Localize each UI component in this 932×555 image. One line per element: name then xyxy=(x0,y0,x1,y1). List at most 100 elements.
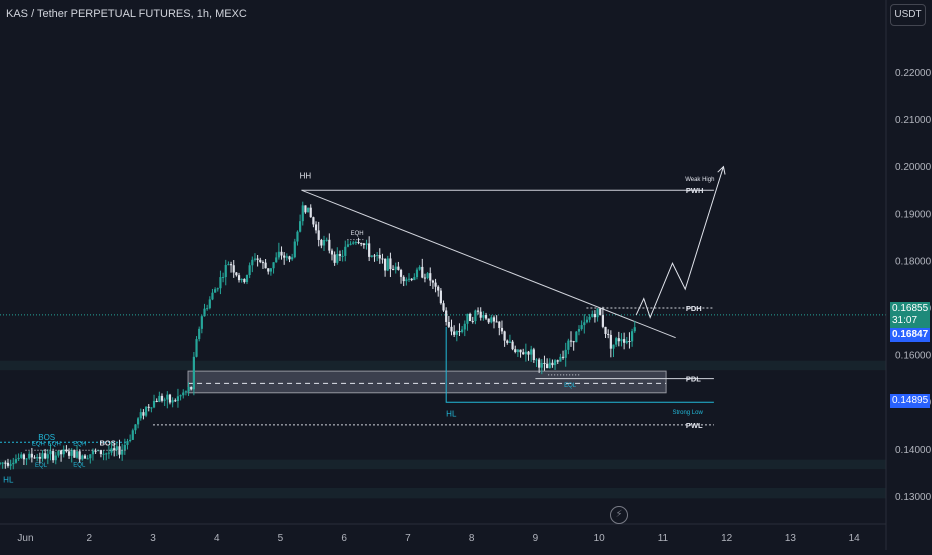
candle-body xyxy=(588,316,591,320)
candle-body xyxy=(458,331,461,333)
candle-body xyxy=(389,258,392,270)
background-band xyxy=(0,459,886,470)
candle-body xyxy=(190,387,193,390)
candle-body xyxy=(261,262,265,264)
chart-label: EQH xyxy=(32,442,45,448)
candle-body xyxy=(49,451,52,455)
candle-body xyxy=(6,462,10,466)
candle-body xyxy=(158,395,161,402)
candle-body xyxy=(41,453,44,459)
candle-body xyxy=(341,255,344,257)
x-tick-label: 4 xyxy=(214,533,220,544)
candle-body xyxy=(240,278,243,281)
candle-body xyxy=(0,462,2,464)
x-tick-label: 8 xyxy=(469,533,475,544)
candle-body xyxy=(407,278,411,280)
candle-body xyxy=(500,327,504,332)
current-price-badge: 0.16855 31:07 xyxy=(890,302,930,328)
candle-body xyxy=(551,362,554,366)
candle-body xyxy=(12,462,15,465)
candle-body xyxy=(543,362,546,364)
candle-body xyxy=(439,290,442,304)
candle-body xyxy=(391,269,395,271)
candle-body xyxy=(577,329,581,332)
candle-body xyxy=(115,446,118,450)
candle-body xyxy=(320,239,323,246)
candle-body xyxy=(604,326,607,334)
trendline xyxy=(301,189,676,339)
x-tick-label: 3 xyxy=(150,533,156,544)
level-lines: PWH PDH PDL PWL BOS xyxy=(0,186,886,447)
candle-body xyxy=(546,363,549,369)
chart-label: BOS xyxy=(38,433,55,442)
candle-body xyxy=(503,331,506,341)
candle-body xyxy=(152,400,156,408)
candle-body xyxy=(561,356,565,358)
lightning-icon[interactable]: ⚡ xyxy=(610,506,628,524)
candle-body xyxy=(54,455,57,461)
candle-body xyxy=(564,349,567,358)
candle-body xyxy=(322,239,326,246)
x-tick-label: 6 xyxy=(341,533,347,544)
candle-body xyxy=(44,453,47,459)
candle-body xyxy=(131,430,134,440)
candle-body xyxy=(317,230,320,240)
candle-body xyxy=(20,454,23,458)
candle-body xyxy=(102,453,105,455)
x-tick-label: 10 xyxy=(594,533,606,544)
candle-body xyxy=(36,456,39,459)
candle-body xyxy=(445,310,448,322)
candle-body xyxy=(330,250,334,255)
candle-body xyxy=(118,446,121,455)
candle-body xyxy=(256,258,259,260)
level-label-pdl: PDL xyxy=(686,375,701,384)
currency-button[interactable]: USDT xyxy=(890,4,926,26)
candle-body xyxy=(386,258,389,271)
candle-body xyxy=(535,359,538,361)
candle-body xyxy=(150,407,153,409)
candle-body xyxy=(198,328,201,340)
candle-body xyxy=(269,268,272,272)
candle-body xyxy=(532,349,535,361)
candle-body xyxy=(559,356,562,362)
candle-body xyxy=(232,265,235,273)
candle-body xyxy=(474,310,477,322)
candle-body xyxy=(572,341,575,343)
candle-body xyxy=(155,400,158,402)
chart-label: HL xyxy=(446,409,457,418)
candle-body xyxy=(492,317,496,322)
candle-body xyxy=(325,239,328,241)
candle-body xyxy=(229,264,233,266)
candle-body xyxy=(402,276,405,282)
candle-body xyxy=(28,453,31,459)
candle-body xyxy=(293,241,296,258)
candle-body xyxy=(67,451,71,456)
candle-body xyxy=(224,265,227,278)
candle-body xyxy=(216,288,219,290)
candle-body xyxy=(399,269,403,277)
candle-body xyxy=(370,255,373,257)
candle-body xyxy=(296,231,299,242)
candle-body xyxy=(495,321,498,323)
x-tick-label: 14 xyxy=(849,533,861,544)
candle-body xyxy=(349,243,352,245)
candle-body xyxy=(376,254,379,256)
candles xyxy=(0,201,636,470)
candle-body xyxy=(394,266,397,270)
candle-body xyxy=(596,308,599,318)
candle-body xyxy=(312,217,315,225)
x-tick-label: 7 xyxy=(405,533,411,544)
candle-body xyxy=(609,334,612,349)
candle-body xyxy=(630,331,634,342)
candle-body xyxy=(147,406,150,408)
candle-body xyxy=(519,349,522,353)
candle-body xyxy=(575,331,578,343)
x-tick-label: 2 xyxy=(86,533,92,544)
candle-body xyxy=(182,392,185,396)
candle-body xyxy=(81,455,84,460)
x-tick-label: 13 xyxy=(785,533,797,544)
candle-body xyxy=(174,400,177,402)
